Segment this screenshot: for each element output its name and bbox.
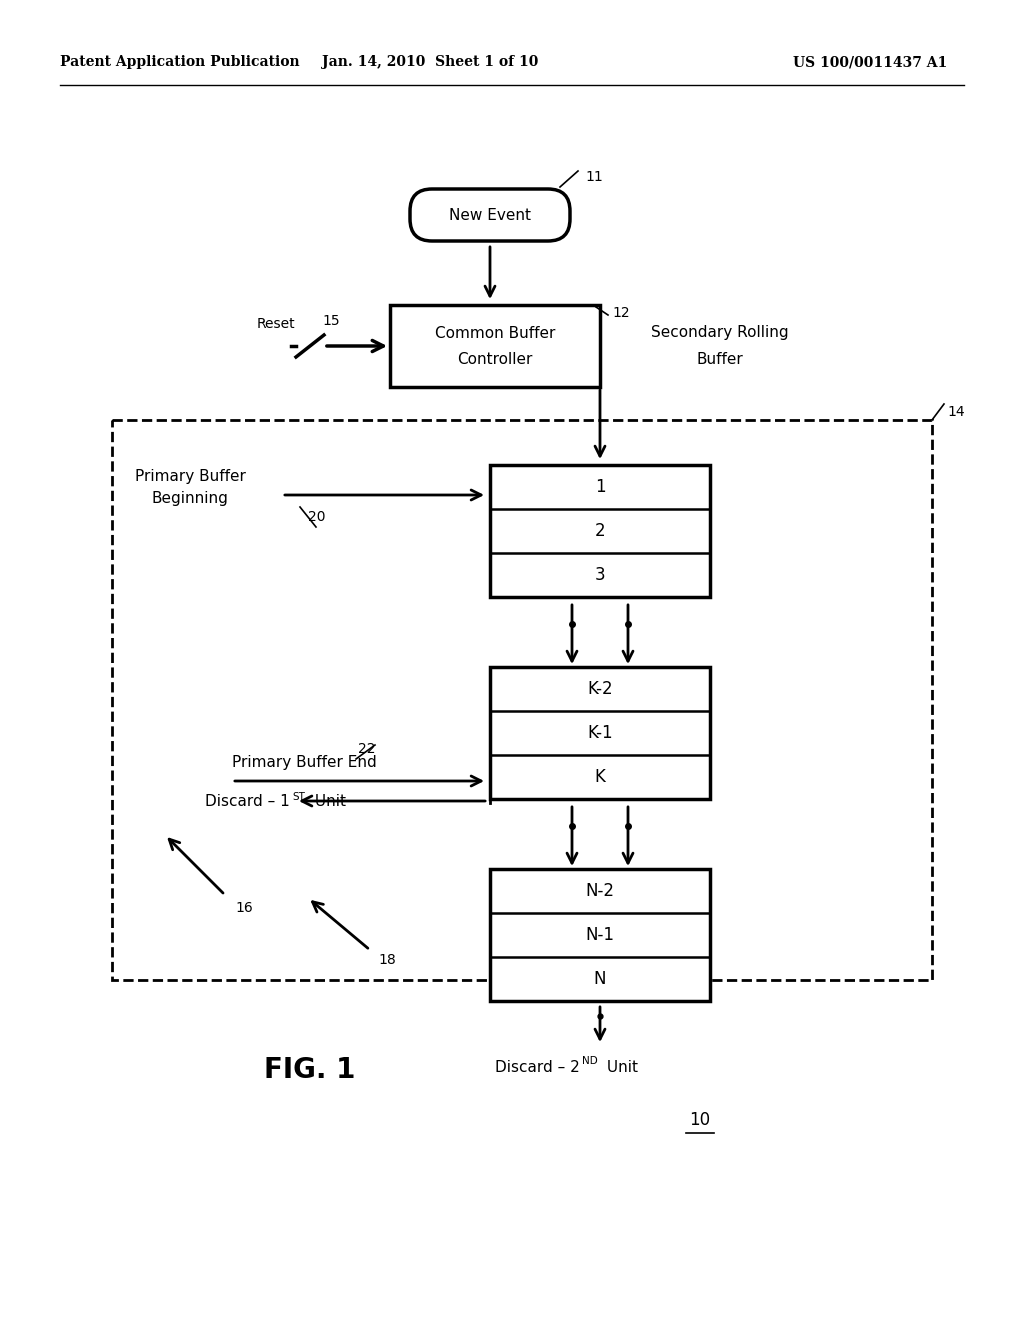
Bar: [112, 420, 932, 979]
Text: 12: 12: [612, 306, 630, 319]
Text: Unit: Unit: [602, 1060, 638, 1074]
Text: 15: 15: [322, 314, 340, 327]
Text: Jan. 14, 2010  Sheet 1 of 10: Jan. 14, 2010 Sheet 1 of 10: [322, 55, 539, 69]
Text: 20: 20: [308, 510, 326, 524]
Text: Reset: Reset: [256, 317, 295, 331]
Bar: [490, 869, 710, 1001]
Text: 22: 22: [358, 742, 376, 756]
Text: 18: 18: [378, 953, 395, 968]
Text: 16: 16: [234, 902, 253, 915]
Text: Discard – 1: Discard – 1: [205, 793, 290, 808]
Text: Patent Application Publication: Patent Application Publication: [60, 55, 300, 69]
Text: 2: 2: [595, 521, 605, 540]
Bar: [390, 305, 600, 387]
Text: 10: 10: [689, 1111, 711, 1129]
Text: Common Buffer: Common Buffer: [435, 326, 555, 341]
Text: Beginning: Beginning: [152, 491, 228, 507]
Text: ST: ST: [292, 792, 305, 803]
Text: Buffer: Buffer: [696, 352, 743, 367]
Text: 3: 3: [595, 566, 605, 583]
Bar: [490, 465, 710, 597]
Text: Discard – 2: Discard – 2: [496, 1060, 580, 1074]
Text: US 100/0011437 A1: US 100/0011437 A1: [793, 55, 947, 69]
Text: 11: 11: [585, 170, 603, 183]
Text: New Event: New Event: [449, 207, 531, 223]
Text: ND: ND: [582, 1056, 598, 1067]
Text: Controller: Controller: [458, 352, 532, 367]
Text: FIG. 1: FIG. 1: [264, 1056, 355, 1084]
Text: Secondary Rolling: Secondary Rolling: [651, 326, 788, 341]
Text: N: N: [594, 970, 606, 987]
Text: 1: 1: [595, 478, 605, 496]
FancyBboxPatch shape: [410, 189, 570, 242]
Text: Unit: Unit: [310, 793, 346, 808]
Bar: [490, 667, 710, 799]
Text: K-2: K-2: [587, 680, 612, 698]
Text: Primary Buffer: Primary Buffer: [134, 470, 246, 484]
Text: 14: 14: [947, 405, 965, 418]
Text: N-1: N-1: [586, 927, 614, 944]
Text: Primary Buffer End: Primary Buffer End: [232, 755, 377, 771]
Text: K: K: [595, 768, 605, 785]
Text: N-2: N-2: [586, 882, 614, 900]
Text: K-1: K-1: [587, 723, 612, 742]
